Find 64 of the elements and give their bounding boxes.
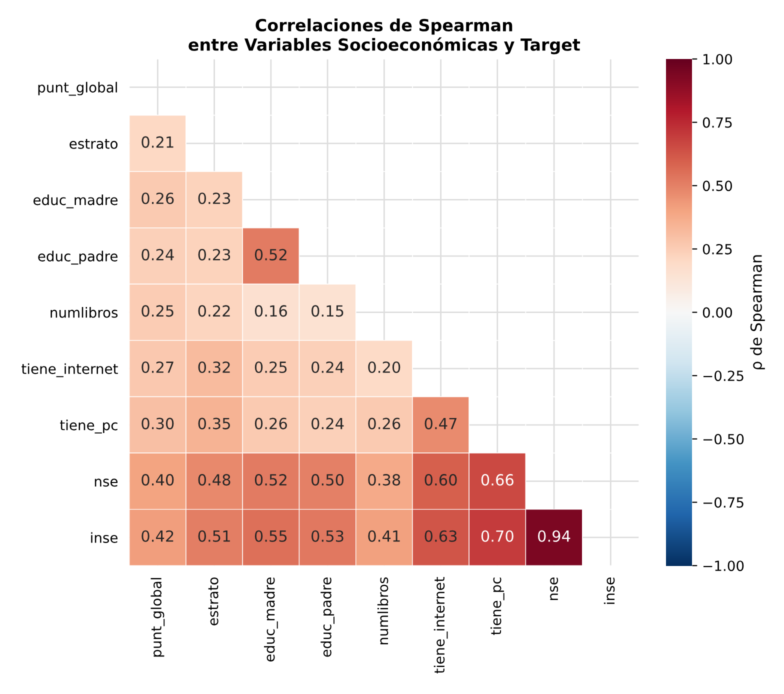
data-label: 0.27 [142, 361, 174, 374]
data-label: 0.16 [254, 305, 287, 317]
y-tick-label: numlibros [50, 307, 118, 318]
data-label: 0.41 [368, 530, 400, 542]
y-tick-label: estrato [70, 138, 118, 149]
data-label: 0.53 [312, 530, 344, 542]
data-label: 0.22 [198, 305, 230, 317]
data-label: 0.24 [312, 418, 344, 430]
data-label: 0.70 [481, 530, 514, 542]
data-label: 0.23 [198, 248, 230, 260]
data-label: 0.21 [142, 136, 174, 148]
data-label: 0.26 [254, 418, 287, 430]
data-label: 0.25 [142, 305, 174, 317]
x-tick-label: educ_madre [264, 577, 278, 662]
data-label: 0.94 [538, 530, 570, 542]
y-tick-label: tiene_pc [60, 420, 118, 434]
data-label: 0.51 [198, 530, 230, 542]
data-label: 0.30 [142, 418, 174, 430]
data-label: 0.52 [254, 474, 286, 486]
data-label: 0.47 [424, 418, 456, 430]
data-label: 0.42 [142, 530, 174, 542]
color-bar-label: 1.00 [704, 54, 732, 64]
x-tick-label: tiene_internet [434, 577, 448, 674]
data-label: 0.26 [368, 418, 400, 430]
data-label: 0.40 [142, 474, 174, 486]
data-label: 0.24 [142, 248, 174, 260]
color-bar-label: 0.50 [702, 180, 732, 192]
y-tick-label: inse [91, 532, 118, 543]
y-tick-label: educ_madre [33, 194, 118, 208]
y-tick-label: tiene_internet [22, 363, 118, 378]
data-label: 0.38 [368, 474, 400, 486]
color-bar-label: 0.25 [702, 244, 732, 254]
data-label: 0.26 [142, 192, 174, 204]
data-label: 0.24 [312, 361, 344, 374]
y-tick-label: punt_global [38, 82, 117, 96]
x-tick-label: inse [604, 577, 615, 604]
color-bar-label: −0.25 [703, 370, 744, 382]
chart-title: Correlaciones de Spearman entre Variables Socioeconómicas y Target [188, 18, 580, 54]
y-tick-label: nse [94, 478, 118, 487]
data-label: 0.23 [198, 192, 230, 204]
data-label: 0.63 [424, 530, 457, 542]
x-tick-label: estrato [208, 577, 218, 626]
data-label: 0.60 [424, 474, 457, 486]
x-tick-label: nse [550, 577, 558, 600]
color-bar-title: ρ de Spearman [750, 255, 765, 370]
data-label: 0.48 [198, 474, 230, 486]
data-label: 0.32 [198, 361, 230, 374]
data-label: 0.25 [254, 361, 287, 374]
data-label: 0.50 [312, 474, 344, 486]
data-label: 0.15 [312, 305, 344, 317]
color-bar-label: −0.75 [703, 497, 744, 508]
data-label: 0.66 [481, 474, 514, 486]
color-bar-label: −1.00 [703, 560, 744, 572]
color-bar-label: 0.75 [702, 117, 732, 128]
y-tick-label: educ_padre [38, 250, 118, 265]
color-bar-label: 0.00 [702, 307, 732, 318]
x-tick-label: numlibros [377, 577, 388, 644]
x-tick-label: educ_padre [320, 577, 334, 657]
data-label: 0.35 [198, 418, 230, 430]
x-tick-label: tiene_pc [490, 578, 504, 635]
data-label: 0.55 [254, 530, 287, 542]
data-label: 0.20 [368, 361, 400, 374]
data-label: 0.52 [254, 248, 286, 260]
color-bar-label: −0.50 [703, 434, 744, 444]
